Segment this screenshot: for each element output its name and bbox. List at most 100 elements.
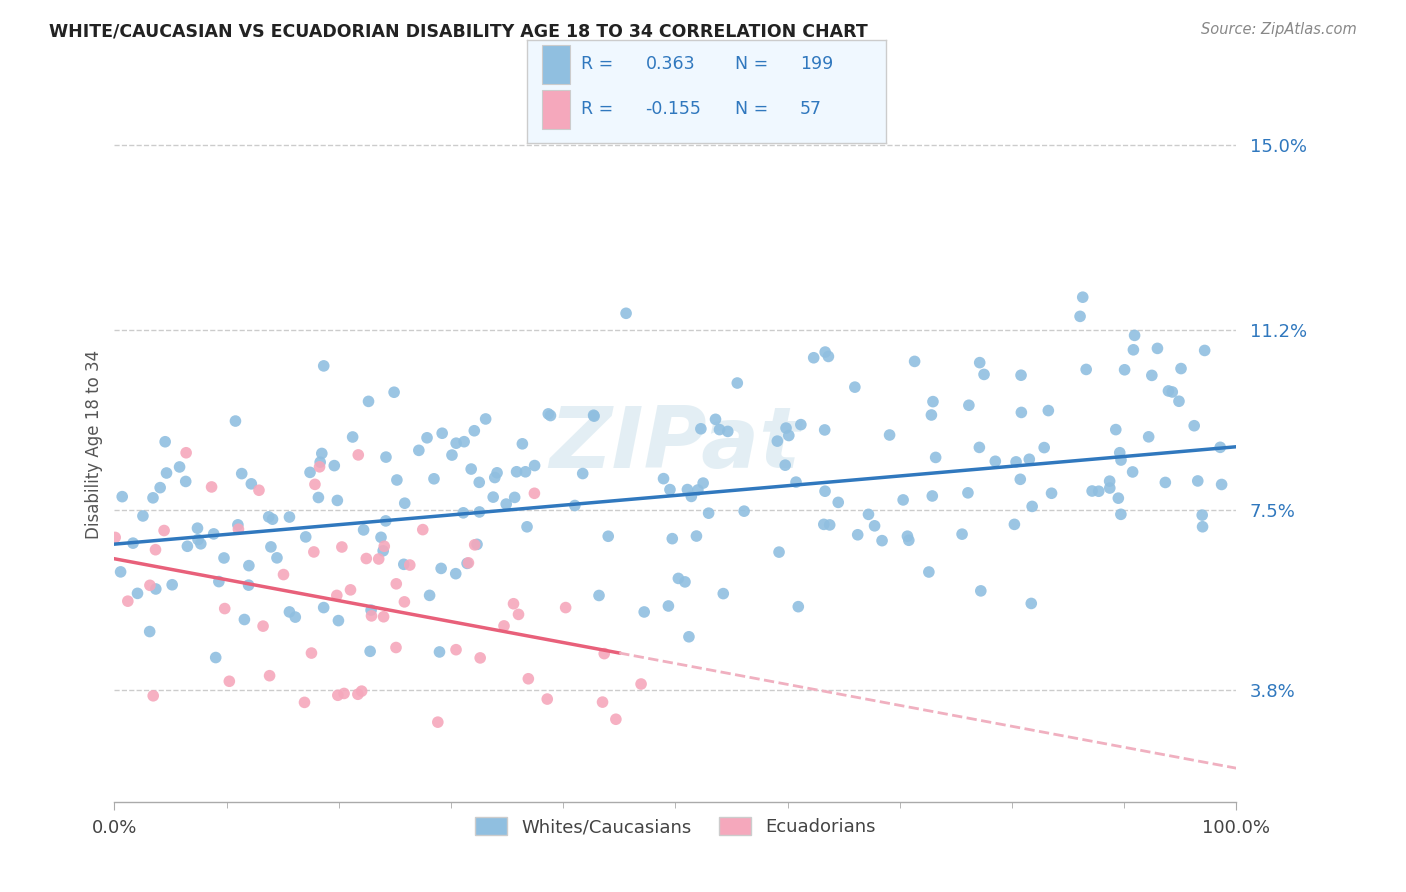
Point (673, 574, 696, 589)
Point (385, 577, 408, 591)
Point (1157, 384, 1180, 398)
Text: 57: 57 (800, 100, 821, 118)
Point (208, 574, 231, 589)
Text: WHITE/CAUCASIAN VS ECUADORIAN DISABILITY AGE 18 TO 34 CORRELATION CHART: WHITE/CAUCASIAN VS ECUADORIAN DISABILITY… (49, 22, 868, 40)
Point (444, 642, 467, 657)
Point (685, 529, 707, 543)
Text: N =: N = (735, 54, 773, 73)
Point (426, 715, 449, 730)
Text: R =: R = (581, 54, 619, 73)
Point (818, 517, 841, 532)
Point (921, 489, 943, 503)
Point (294, 695, 316, 709)
Point (453, 506, 475, 520)
Point (304, 477, 326, 491)
Point (1040, 486, 1063, 500)
Point (284, 610, 307, 624)
Point (957, 398, 980, 412)
Point (307, 491, 329, 505)
Point (212, 551, 235, 566)
Point (110, 565, 132, 579)
Point (1005, 455, 1028, 469)
Text: R =: R = (581, 100, 619, 118)
Point (328, 614, 350, 628)
Point (301, 646, 323, 660)
Point (704, 412, 727, 426)
Point (394, 595, 416, 609)
Point (1161, 384, 1184, 399)
Point (155, 466, 177, 480)
Point (1168, 394, 1191, 409)
Point (689, 422, 711, 436)
Point (725, 376, 748, 390)
Point (333, 686, 356, 700)
Point (973, 368, 995, 382)
Point (465, 537, 488, 551)
Point (657, 599, 679, 613)
Point (1076, 362, 1098, 376)
Point (503, 491, 526, 505)
Point (373, 539, 395, 553)
Point (844, 380, 866, 394)
Point (717, 425, 740, 439)
Point (785, 475, 807, 489)
Point (1146, 342, 1168, 356)
Point (127, 586, 149, 600)
Point (408, 443, 430, 458)
Point (537, 407, 560, 421)
Point (312, 359, 335, 373)
Point (482, 490, 505, 504)
Point (360, 603, 382, 617)
Point (385, 473, 408, 487)
Point (920, 408, 942, 422)
Point (1105, 423, 1128, 437)
Point (1137, 430, 1160, 444)
Point (326, 493, 349, 508)
Point (879, 428, 901, 442)
Point (357, 394, 380, 409)
Point (430, 561, 453, 575)
Point (484, 470, 506, 484)
Point (311, 446, 333, 460)
Point (1010, 405, 1032, 419)
Point (1071, 290, 1094, 304)
Point (416, 431, 439, 445)
Point (516, 520, 538, 534)
Point (1069, 310, 1091, 324)
Point (312, 600, 335, 615)
Point (1194, 343, 1216, 358)
Point (692, 476, 714, 491)
Point (1191, 520, 1213, 534)
Point (330, 540, 353, 554)
Text: 199: 199 (800, 54, 832, 73)
Point (444, 436, 467, 450)
Point (326, 588, 349, 602)
Point (385, 640, 408, 655)
Point (394, 496, 416, 510)
Point (142, 491, 165, 505)
Point (228, 522, 250, 536)
Point (773, 458, 796, 472)
Point (1018, 452, 1040, 467)
Point (468, 505, 491, 519)
Point (536, 692, 558, 706)
Point (950, 527, 973, 541)
Point (863, 518, 886, 533)
Point (370, 530, 392, 544)
Point (1002, 517, 1025, 532)
Point (508, 607, 530, 622)
Point (1170, 361, 1192, 376)
Point (924, 450, 946, 465)
Point (238, 578, 260, 592)
Point (373, 543, 395, 558)
Point (204, 650, 226, 665)
Point (429, 645, 451, 659)
Point (176, 539, 198, 553)
Point (891, 492, 914, 507)
Point (169, 459, 191, 474)
Point (174, 446, 197, 460)
Point (104, 531, 127, 545)
Point (347, 448, 370, 462)
Point (790, 417, 813, 432)
Point (970, 583, 993, 598)
